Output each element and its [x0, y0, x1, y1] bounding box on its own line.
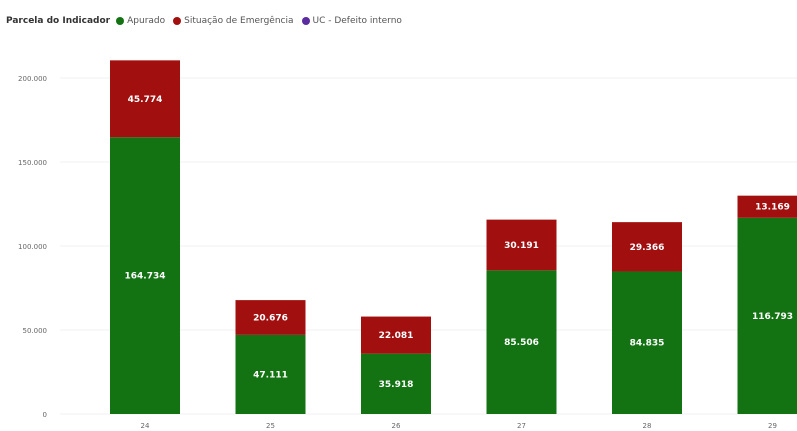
y-tick-label: 100.000 — [18, 243, 47, 251]
data-label: 22.081 — [379, 331, 414, 341]
bar-segment-apurado — [361, 353, 431, 414]
x-tick-label: 24 — [141, 422, 150, 430]
data-label: 47.111 — [253, 370, 288, 380]
y-tick-label: 0 — [43, 411, 47, 419]
data-label: 85.506 — [504, 338, 539, 348]
legend-dot-icon — [116, 17, 125, 25]
y-tick-label: 50.000 — [23, 327, 48, 335]
data-label: 29.366 — [630, 243, 665, 253]
y-tick-label: 150.000 — [18, 159, 47, 167]
legend-dot-icon — [173, 17, 182, 25]
data-label: 13.169 — [755, 203, 790, 213]
bar-segment-situa-o-de-emerg-ncia — [361, 316, 431, 354]
y-tick-label: 200.000 — [18, 75, 47, 83]
data-label: 30.191 — [504, 241, 539, 251]
data-label: 84.835 — [630, 339, 665, 349]
bar-segment-apurado — [486, 270, 557, 414]
legend-item-label: UC - Defeito interno — [312, 16, 402, 26]
chart-legend: Parcela do Indicador Apurado Situação de… — [6, 12, 410, 30]
bar-segment-apurado — [110, 137, 180, 414]
legend-item-label: Apurado — [127, 16, 166, 26]
x-tick-label: 27 — [517, 422, 526, 430]
data-label: 45.774 — [128, 95, 163, 105]
bar-segment-apurado — [612, 271, 682, 414]
bar-segment-apurado — [737, 217, 797, 414]
legend-dot-icon — [301, 17, 310, 25]
bar-segment-situa-o-de-emerg-ncia — [486, 219, 557, 271]
bar-segment-situa-o-de-emerg-ncia — [612, 222, 682, 272]
x-tick-label: 26 — [392, 422, 401, 430]
bar-segment-situa-o-de-emerg-ncia — [235, 300, 306, 335]
bar-segment-situa-o-de-emerg-ncia — [110, 60, 180, 138]
bar-segment-situa-o-de-emerg-ncia — [737, 195, 797, 218]
legend-item-situacao-emergencia[interactable]: Situação de Emergência — [173, 16, 294, 26]
legend-item-uc-defeito-interno[interactable]: UC - Defeito interno — [301, 16, 402, 26]
data-label: 20.676 — [253, 313, 288, 323]
legend-item-label: Situação de Emergência — [184, 16, 294, 26]
data-label: 164.734 — [125, 272, 166, 282]
x-tick-label: 29 — [768, 422, 777, 430]
x-tick-label: 28 — [643, 422, 652, 430]
bar-segment-apurado — [235, 334, 306, 414]
legend-item-apurado[interactable]: Apurado — [116, 16, 165, 26]
x-tick-label: 25 — [266, 422, 275, 430]
data-label: 116.793 — [752, 312, 793, 322]
legend-title: Parcela do Indicador — [6, 16, 111, 26]
data-label: 35.918 — [379, 380, 414, 390]
